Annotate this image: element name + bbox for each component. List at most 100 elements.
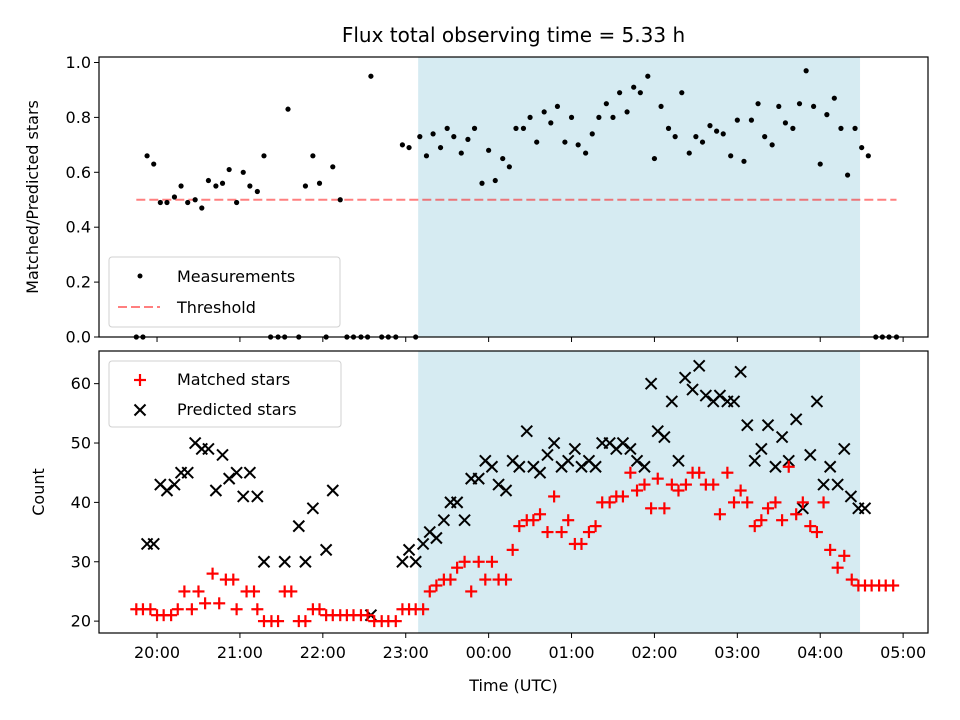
top-x-ticks <box>156 337 904 342</box>
measurement-point <box>285 106 291 112</box>
bottom-panel: 20 30 40 50 60 20:00 21:00 22:00 23:00 00:00 01:0… <box>29 350 929 695</box>
matched-star-point <box>192 585 205 598</box>
measurement-point <box>406 144 412 151</box>
matched-star-point <box>479 573 492 586</box>
measurement-point <box>824 112 830 118</box>
measurement-point <box>492 177 498 184</box>
predicted-star-point <box>755 442 768 456</box>
matched-star-point <box>603 496 616 509</box>
matched-star-point <box>755 514 768 527</box>
measurement-point <box>451 134 457 140</box>
matched-star-point <box>679 478 692 491</box>
matched-star-point <box>638 478 651 491</box>
x-tick-label: 23:00 <box>383 643 429 662</box>
predicted-star-point <box>541 448 554 462</box>
predicted-star-point <box>638 460 651 473</box>
legend-predicted-label: Predicted stars <box>177 400 297 419</box>
matched-star-point <box>272 615 285 628</box>
measurement-point <box>790 125 796 131</box>
matched-star-point <box>199 597 212 610</box>
matched-star-point <box>845 573 858 586</box>
measurement-point <box>651 155 658 162</box>
predicted-star-point <box>306 502 320 515</box>
bottom-observing-window <box>418 351 861 633</box>
measurement-point <box>157 199 163 206</box>
predicted-star-point <box>520 424 533 438</box>
matched-star-point <box>178 585 191 598</box>
matched-star-point <box>616 490 629 503</box>
measurement-point <box>240 169 246 175</box>
matched-star-point <box>548 490 561 503</box>
predicted-star-point <box>568 442 582 456</box>
measurement-point <box>471 125 478 131</box>
matched-star-point <box>589 520 602 533</box>
predicted-star-point <box>562 454 575 468</box>
matched-star-point <box>423 585 436 598</box>
predicted-star-point <box>686 383 699 396</box>
x-tick-label: 04:00 <box>797 643 843 662</box>
matched-star-point <box>430 579 443 592</box>
measurement-point <box>776 103 782 110</box>
matched-star-point <box>838 549 851 562</box>
predicted-star-point <box>734 365 747 378</box>
measurement-point <box>430 131 436 137</box>
predicted-star-point <box>181 466 194 479</box>
legend-threshold-label: Threshold <box>176 298 256 317</box>
bottom-y-tick-label: 40 <box>71 493 91 512</box>
predicted-star-point <box>243 466 257 479</box>
measurement-point <box>624 109 630 115</box>
measurement-point <box>310 153 316 159</box>
matched-star-point <box>451 561 464 574</box>
measurement-point <box>762 134 768 140</box>
measurement-point <box>645 73 651 79</box>
matched-star-point <box>734 484 747 497</box>
measurement-point <box>748 117 755 123</box>
measurement-point <box>192 197 198 203</box>
matched-star-point <box>769 496 782 509</box>
predicted-star-point <box>692 359 706 373</box>
legend-cross-marker <box>133 403 147 417</box>
measurement-point <box>486 147 492 153</box>
measurement-point <box>817 161 823 167</box>
bottom-legend: Matched stars Predicted stars <box>108 360 342 428</box>
measurement-point <box>631 84 637 90</box>
predicted-star-point <box>672 454 685 468</box>
predicted-star-point <box>472 472 485 485</box>
matched-star-point <box>213 597 226 610</box>
predicted-star-point <box>817 478 830 491</box>
measurement-point <box>782 120 789 126</box>
matched-star-point <box>313 603 326 616</box>
top-y-axis-label: Matched/Predicted stars <box>23 100 42 294</box>
bottom-y-axis-label: Count <box>29 468 48 516</box>
x-tick-label: 03:00 <box>714 643 760 662</box>
chart-title: Flux total observing time = 5.33 h <box>342 23 685 47</box>
matched-star-point <box>631 484 644 497</box>
predicted-star-point <box>769 460 782 473</box>
bottom-x-ticks: 20:00 21:00 22:00 23:00 00:00 01:00 02:00 03:00… <box>134 633 926 662</box>
matched-star-point <box>575 537 588 550</box>
measurement-point <box>734 117 740 123</box>
bottom-y-tick-label: 60 <box>71 374 91 393</box>
matched-star-point <box>513 520 526 533</box>
predicted-star-point <box>804 448 817 462</box>
predicted-star-point <box>251 490 264 503</box>
top-y-tick-label: 0.4 <box>66 218 91 237</box>
measurement-point <box>261 153 267 159</box>
measurement-point <box>589 131 595 137</box>
matched-star-point <box>796 496 809 509</box>
measurement-point <box>316 180 323 186</box>
predicted-star-point <box>630 454 644 468</box>
measurement-point <box>859 144 865 151</box>
measurement-point <box>226 166 232 173</box>
matched-star-point <box>707 478 720 491</box>
matched-star-point <box>782 460 795 473</box>
measurement-point <box>707 123 713 129</box>
measurement-point <box>513 125 519 131</box>
matched-star-point <box>713 508 726 521</box>
predicted-star-point <box>292 519 305 533</box>
matched-star-point <box>555 526 568 539</box>
predicted-star-point <box>616 436 630 450</box>
measurement-point <box>755 101 761 107</box>
matched-star-point <box>465 585 478 598</box>
matched-star-point <box>506 543 519 556</box>
